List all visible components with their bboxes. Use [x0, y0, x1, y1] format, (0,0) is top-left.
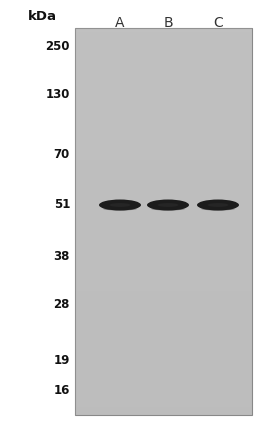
Ellipse shape [99, 199, 141, 210]
Text: 16: 16 [54, 384, 70, 396]
Ellipse shape [157, 203, 178, 207]
Ellipse shape [197, 199, 239, 210]
Text: 250: 250 [46, 40, 70, 53]
Ellipse shape [103, 207, 137, 210]
Text: 70: 70 [54, 149, 70, 162]
Text: 28: 28 [54, 299, 70, 312]
Text: 130: 130 [46, 89, 70, 101]
Text: 19: 19 [54, 353, 70, 367]
Text: B: B [163, 16, 173, 30]
Text: 51: 51 [54, 198, 70, 211]
Text: kDa: kDa [28, 10, 57, 23]
Ellipse shape [208, 203, 229, 207]
Text: 38: 38 [54, 251, 70, 263]
FancyBboxPatch shape [75, 28, 252, 415]
Ellipse shape [147, 199, 189, 210]
Text: C: C [213, 16, 223, 30]
Ellipse shape [201, 207, 235, 210]
Ellipse shape [151, 207, 185, 210]
Text: A: A [115, 16, 125, 30]
Ellipse shape [110, 203, 131, 207]
